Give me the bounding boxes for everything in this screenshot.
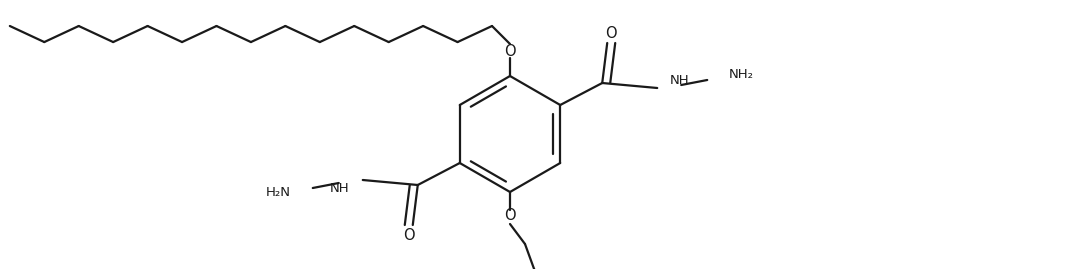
Text: H₂N: H₂N <box>266 186 291 200</box>
Text: O: O <box>504 44 516 59</box>
Text: NH: NH <box>670 73 690 87</box>
Text: O: O <box>605 26 617 41</box>
Text: O: O <box>504 208 516 224</box>
Text: NH: NH <box>330 182 350 194</box>
Text: O: O <box>403 228 415 242</box>
Text: NH₂: NH₂ <box>730 69 755 82</box>
